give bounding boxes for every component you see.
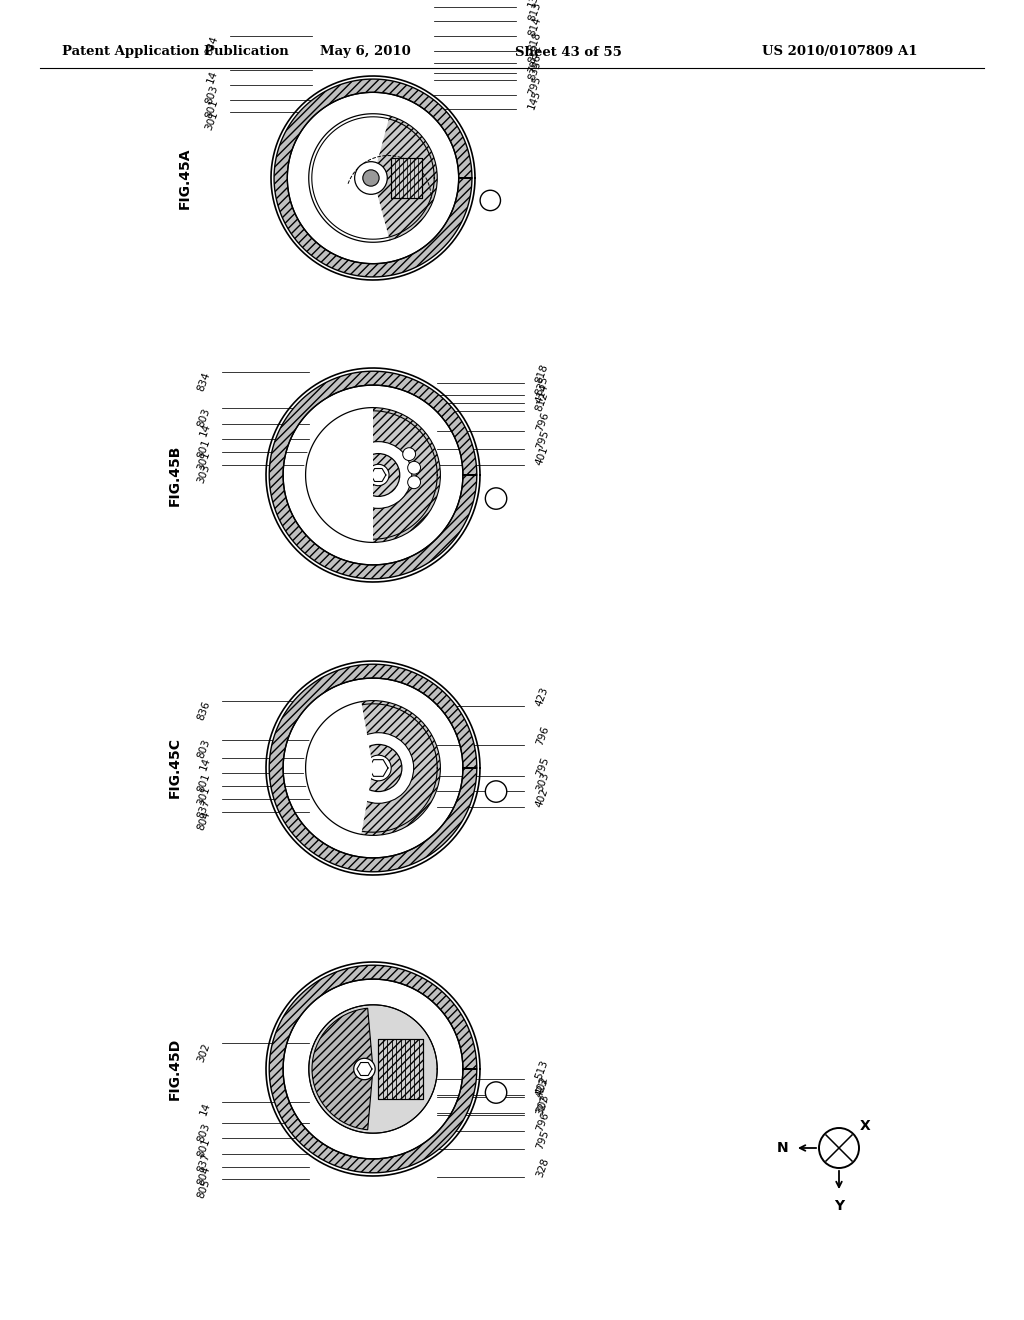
Text: 813: 813 <box>526 1 543 22</box>
Circle shape <box>343 733 414 804</box>
Text: 814: 814 <box>526 16 543 38</box>
Text: 835: 835 <box>526 59 543 82</box>
Text: 14: 14 <box>206 69 219 84</box>
Text: Y: Y <box>834 1199 844 1213</box>
Circle shape <box>305 701 440 836</box>
Wedge shape <box>307 112 390 244</box>
Text: 803: 803 <box>196 1121 212 1143</box>
Text: 834: 834 <box>204 34 219 57</box>
Text: 796: 796 <box>526 53 543 74</box>
Text: 801: 801 <box>196 437 212 459</box>
Text: 836: 836 <box>196 700 212 722</box>
Text: 801: 801 <box>196 1137 212 1159</box>
Text: 796: 796 <box>535 1110 550 1133</box>
Bar <box>391 157 422 198</box>
Text: 795: 795 <box>535 1129 550 1150</box>
Text: FIG.45C: FIG.45C <box>168 738 182 799</box>
Text: 804: 804 <box>196 810 212 832</box>
Text: FIG.45B: FIG.45B <box>168 445 182 506</box>
Text: 301: 301 <box>204 110 219 132</box>
Wedge shape <box>304 700 373 837</box>
Bar <box>378 1039 423 1100</box>
Circle shape <box>408 461 421 474</box>
Text: 795: 795 <box>535 429 550 451</box>
Text: 805: 805 <box>196 1177 212 1200</box>
Circle shape <box>345 442 412 508</box>
Text: 402: 402 <box>535 1074 550 1097</box>
Text: 303: 303 <box>196 463 212 484</box>
Circle shape <box>353 1059 375 1080</box>
Bar <box>391 157 422 198</box>
Text: 801: 801 <box>204 98 219 120</box>
Text: 327: 327 <box>535 1094 550 1117</box>
Text: Patent Application Publication: Patent Application Publication <box>62 45 289 58</box>
Text: 301: 301 <box>196 784 212 807</box>
Text: 513: 513 <box>535 1059 550 1081</box>
Text: 795: 795 <box>535 755 550 777</box>
Circle shape <box>309 114 437 243</box>
Text: 837: 837 <box>196 1152 212 1173</box>
Circle shape <box>368 465 389 486</box>
Text: 131: 131 <box>526 0 543 8</box>
Text: 834: 834 <box>196 371 212 392</box>
Text: 402: 402 <box>535 787 550 808</box>
Text: 145: 145 <box>526 88 543 111</box>
Circle shape <box>485 781 507 803</box>
Polygon shape <box>269 965 477 1172</box>
Text: 818: 818 <box>535 362 550 384</box>
Circle shape <box>362 170 379 186</box>
Text: X: X <box>859 1119 870 1133</box>
Text: Sheet 43 of 55: Sheet 43 of 55 <box>515 45 622 58</box>
Text: 14: 14 <box>198 1101 212 1117</box>
Bar <box>378 1039 423 1100</box>
Text: 796: 796 <box>535 411 550 433</box>
Circle shape <box>357 454 399 496</box>
Text: 303: 303 <box>535 771 550 793</box>
Circle shape <box>408 475 421 488</box>
Text: 14: 14 <box>198 756 212 772</box>
Text: 795: 795 <box>526 74 543 96</box>
Circle shape <box>485 1082 507 1104</box>
Text: 818: 818 <box>526 30 543 53</box>
Circle shape <box>480 190 501 211</box>
Text: May 6, 2010: May 6, 2010 <box>319 45 411 58</box>
Text: FIG.45D: FIG.45D <box>168 1038 182 1100</box>
Text: 812: 812 <box>535 391 550 413</box>
Polygon shape <box>269 664 477 871</box>
Text: 804: 804 <box>196 1164 212 1187</box>
Circle shape <box>309 1005 437 1133</box>
Text: 401: 401 <box>535 445 550 466</box>
Text: 14: 14 <box>198 422 212 438</box>
Circle shape <box>366 755 391 781</box>
Text: 835: 835 <box>535 375 550 397</box>
Text: 301: 301 <box>196 450 212 473</box>
Text: 803: 803 <box>196 407 212 429</box>
Text: 303: 303 <box>535 1093 550 1114</box>
Circle shape <box>354 744 401 792</box>
Text: FIG.45A: FIG.45A <box>177 148 191 209</box>
Text: 837: 837 <box>196 797 212 820</box>
Text: 801: 801 <box>196 771 212 793</box>
Wedge shape <box>304 405 373 544</box>
Text: 803: 803 <box>196 738 212 760</box>
Text: 328: 328 <box>535 1156 550 1179</box>
Text: 423: 423 <box>535 1077 550 1100</box>
Text: 812: 812 <box>526 42 543 65</box>
Circle shape <box>354 161 387 194</box>
Circle shape <box>402 447 416 461</box>
Wedge shape <box>312 1008 373 1130</box>
Polygon shape <box>274 79 472 277</box>
Text: 302: 302 <box>196 1041 212 1064</box>
Polygon shape <box>269 371 477 578</box>
Circle shape <box>485 488 507 510</box>
Text: 803: 803 <box>204 83 219 106</box>
Text: 423: 423 <box>535 686 550 708</box>
Text: N: N <box>777 1140 788 1155</box>
Text: 414: 414 <box>535 383 550 405</box>
Text: US 2010/0107809 A1: US 2010/0107809 A1 <box>762 45 918 58</box>
Circle shape <box>305 408 440 543</box>
Text: 796: 796 <box>535 725 550 747</box>
